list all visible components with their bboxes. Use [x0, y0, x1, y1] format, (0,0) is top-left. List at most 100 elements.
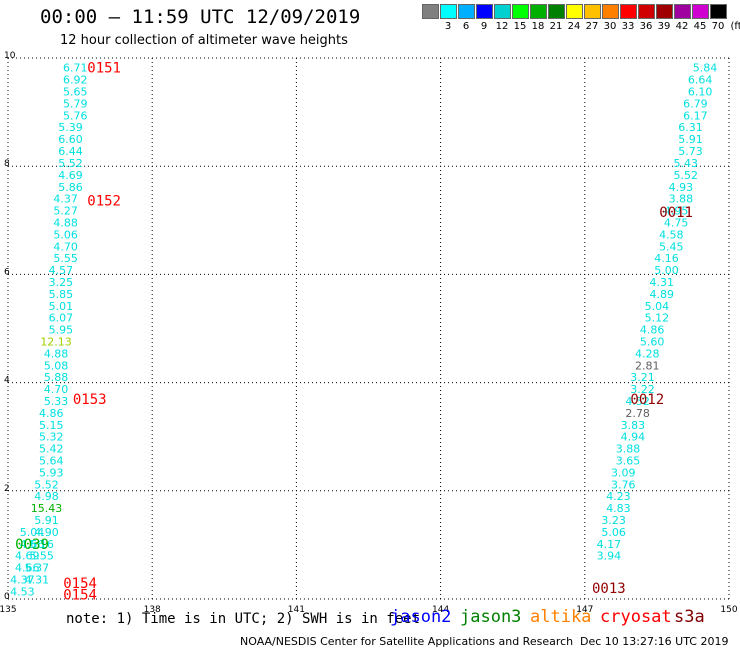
- legend-swatch: [710, 4, 727, 19]
- wave-height-point: 4.69: [58, 169, 83, 182]
- wave-height-point: 5.52: [58, 157, 83, 170]
- legend-swatch: [620, 4, 637, 19]
- wave-height-point: 6.10: [688, 86, 713, 99]
- legend-tick-label: 18: [531, 21, 545, 32]
- legend-swatch: [512, 4, 529, 19]
- wave-height-point: 3.88: [616, 443, 641, 456]
- wave-height-point: 3.23: [601, 514, 626, 527]
- wave-height-point: 4.86: [640, 324, 665, 337]
- wave-height-point: 5.79: [63, 97, 88, 110]
- wave-height-point: 5.06: [53, 228, 78, 241]
- wave-height-point: 4.53: [10, 585, 35, 598]
- x-tick-label: 141: [288, 605, 305, 615]
- wave-height-point: 5.65: [63, 86, 88, 99]
- footnote: note: 1) Time is in UTC; 2) SWH is in fe…: [66, 611, 421, 627]
- x-tick-label: 147: [576, 605, 593, 615]
- wave-height-point: 5.00: [654, 264, 679, 277]
- legend-tick-label: 6: [462, 21, 470, 32]
- wave-height-point: 4.93: [669, 181, 694, 194]
- wave-height-point: 3.21: [630, 371, 655, 384]
- wave-height-point: 5.91: [34, 514, 59, 527]
- wave-height-point: 6.92: [63, 74, 88, 87]
- y-tick-label: 2: [4, 484, 10, 494]
- legend-swatch: [494, 4, 511, 19]
- wave-height-point: 4.88: [53, 216, 78, 229]
- wave-height-point: 5.43: [673, 157, 698, 170]
- legend-tick-label: 33: [621, 21, 635, 32]
- x-tick-label: 150: [720, 605, 737, 615]
- wave-height-point: 5.93: [39, 466, 64, 479]
- legend-swatch: [548, 4, 565, 19]
- wave-height-point: 4.57: [49, 264, 74, 277]
- wave-height-point: 3.65: [616, 455, 641, 468]
- wave-height-point: 4.86: [39, 407, 64, 420]
- wave-height-point: 5.86: [58, 181, 83, 194]
- track-time-label: 0153: [73, 392, 107, 408]
- wave-height-point: 5.73: [678, 145, 703, 158]
- wave-height-point: 5.04: [20, 526, 45, 539]
- wave-height-point: 5.52: [34, 478, 59, 491]
- wave-height-point: 6.64: [688, 74, 713, 87]
- wave-height-point: 15.43: [31, 502, 63, 515]
- y-tick-label: 6: [4, 267, 10, 277]
- wave-height-point: 5.08: [44, 359, 69, 372]
- wave-height-point: 12.13: [40, 335, 72, 348]
- legend-tick-label: 24: [567, 21, 581, 32]
- legend-swatch: [566, 4, 583, 19]
- wave-height-point: 5.12: [645, 312, 670, 325]
- legend-tick-label: 27: [585, 21, 599, 32]
- wave-height-point: 5.95: [49, 324, 74, 337]
- legend-swatch: [422, 4, 439, 19]
- y-tick-label: 4: [4, 376, 10, 386]
- wave-height-point: 6.71: [63, 62, 88, 75]
- wave-height-point: 5.15: [39, 419, 64, 432]
- wave-height-point: 5.01: [49, 300, 74, 313]
- legend-tick-label: 12: [495, 21, 509, 32]
- legend-swatch: [476, 4, 493, 19]
- track-time-label: 0012: [630, 392, 664, 408]
- wave-height-point: 5.85: [49, 288, 74, 301]
- x-tick-label: 144: [432, 605, 449, 615]
- legend-swatch: [602, 4, 619, 19]
- legend-jason3: jason3: [460, 607, 522, 627]
- wave-height-point: 3.76: [611, 478, 636, 491]
- legend-tick-label: 36: [639, 21, 653, 32]
- legend-swatch: [458, 4, 475, 19]
- wave-height-point: 4.75: [664, 216, 689, 229]
- wave-height-point: 4.88: [44, 347, 69, 360]
- wave-height-point: 5.32: [39, 431, 64, 444]
- legend-tick-label: 45: [693, 21, 707, 32]
- legend-unit: (ft): [730, 21, 740, 32]
- wave-height-point: 5.84: [693, 62, 718, 75]
- x-tick-label: 135: [0, 605, 17, 615]
- legend-swatch: [638, 4, 655, 19]
- wave-height-point: 4.98: [34, 490, 59, 503]
- wave-height-point: 5.39: [58, 121, 83, 134]
- wave-height-point: 5.06: [601, 526, 626, 539]
- wave-height-point: 3.94: [597, 550, 622, 563]
- wave-height-point: 4.17: [597, 538, 622, 551]
- wave-height-point: 5.52: [673, 169, 698, 182]
- wave-height-point: 3.25: [49, 276, 74, 289]
- wave-height-point: 5.88: [44, 371, 69, 384]
- legend-tick-label: 3: [444, 21, 452, 32]
- wave-height-point: 4.37: [53, 193, 78, 206]
- wave-height-point: 4.66: [15, 562, 40, 575]
- wave-height-point: 3.22: [630, 383, 655, 396]
- legend-swatch: [530, 4, 547, 19]
- track-time-label: 0039: [15, 537, 49, 553]
- legend-swatch: [656, 4, 673, 19]
- wave-height-point: 5.76: [63, 109, 88, 122]
- x-tick-label: 138: [144, 605, 161, 615]
- wave-height-point: 5.55: [53, 252, 78, 265]
- wave-height-point: 4.90: [34, 526, 59, 539]
- wave-height-point: 6.31: [678, 121, 703, 134]
- legend-swatch: [692, 4, 709, 19]
- wave-height-point: 4.89: [649, 288, 674, 301]
- wave-height-point: 4.70: [53, 240, 78, 253]
- legend-jason2: jason2: [390, 607, 452, 627]
- wave-height-point: 4.70: [44, 383, 69, 396]
- y-tick-label: 8: [4, 159, 10, 169]
- wave-height-point: 2.78: [625, 407, 650, 420]
